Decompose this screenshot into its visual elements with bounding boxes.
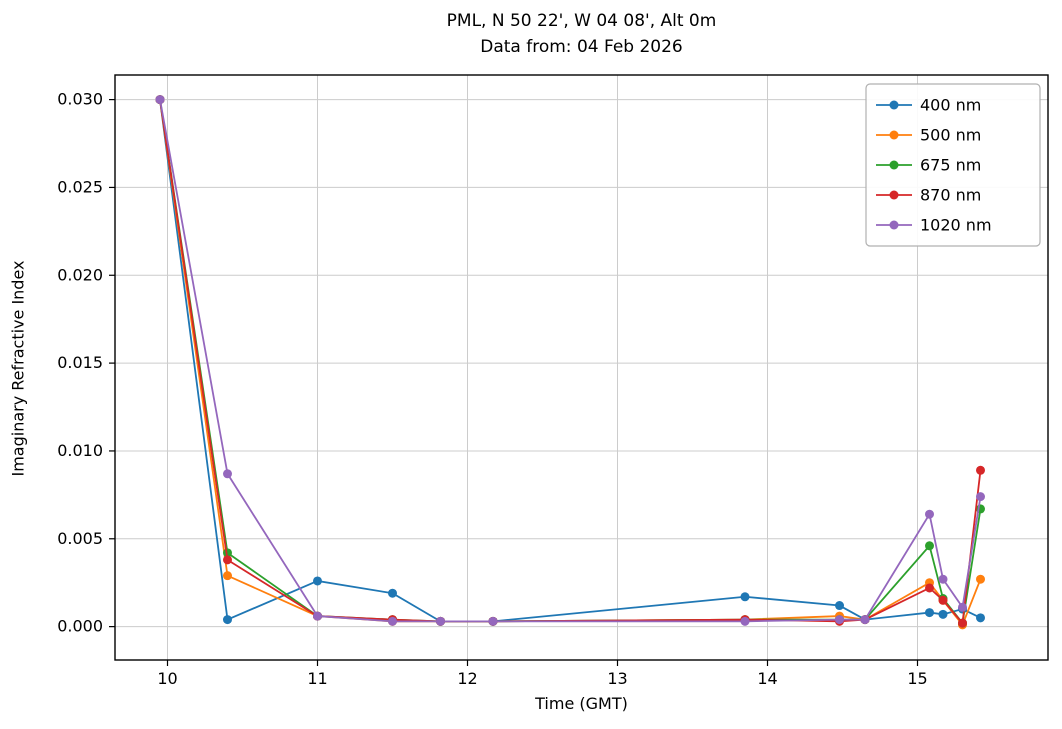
x-tick-label: 10	[157, 669, 177, 688]
x-tick-label: 15	[907, 669, 927, 688]
data-point-400-nm	[223, 615, 232, 625]
series-line-675-nm	[159, 99, 982, 626]
legend-item-label: 1020 nm	[920, 216, 992, 235]
legend-box	[865, 83, 1041, 247]
chart-subtitle: Data from: 04 Feb 2026	[480, 37, 683, 58]
chart-title: PML, N 50 22', W 04 08', Alt 0m	[446, 11, 717, 31]
data-point-500-nm	[223, 571, 232, 581]
plot-border	[114, 74, 1049, 661]
legend-marker-sample	[889, 160, 899, 170]
legend-marker-sample	[889, 190, 899, 200]
data-point-400-nm	[925, 608, 934, 618]
data-point-500-nm	[976, 574, 985, 584]
data-point-1020-nm	[223, 469, 232, 479]
data-point-400-nm	[938, 609, 948, 619]
y-tick-label: 0.025	[57, 177, 103, 196]
x-tick-label: 14	[757, 669, 777, 688]
series-line-400-nm	[159, 99, 981, 623]
data-point-1020-nm	[488, 616, 498, 626]
series-line-870-nm	[159, 99, 982, 626]
x-tick-label: 11	[307, 669, 327, 688]
data-point-1020-nm	[958, 602, 967, 612]
y-axis-label: Imaginary Refractive Index	[8, 260, 28, 477]
y-tick-label: 0.005	[57, 529, 103, 548]
data-point-400-nm	[976, 613, 985, 623]
data-point-675-nm	[925, 541, 934, 551]
data-point-1020-nm	[938, 574, 948, 584]
data-point-1020-nm	[155, 95, 165, 105]
data-point-400-nm	[388, 588, 397, 598]
data-point-870-nm	[976, 465, 985, 475]
y-tick-label: 0.000	[57, 617, 103, 636]
x-tick-label: 13	[607, 669, 627, 688]
data-point-870-nm	[958, 618, 967, 628]
y-tick-label: 0.010	[57, 441, 103, 460]
data-point-870-nm	[223, 555, 232, 565]
chart-title-block: PML, N 50 22', W 04 08', Alt 0m Data fro…	[115, 8, 1048, 61]
legend-item-label: 675 nm	[920, 156, 981, 175]
data-point-1020-nm	[740, 616, 750, 626]
data-point-400-nm	[313, 576, 322, 586]
legend-marker-sample	[889, 220, 899, 230]
data-point-400-nm	[740, 592, 750, 602]
legend-marker-sample	[889, 100, 899, 110]
x-axis-label: Time (GMT)	[535, 694, 628, 713]
data-point-1020-nm	[835, 615, 844, 625]
series-line-500-nm	[159, 99, 982, 627]
data-point-1020-nm	[976, 492, 985, 502]
data-point-400-nm	[835, 601, 844, 611]
y-tick-label: 0.020	[57, 265, 103, 284]
data-point-1020-nm	[388, 616, 397, 626]
legend-item-label: 870 nm	[920, 186, 981, 205]
data-point-1020-nm	[925, 509, 934, 519]
legend-item-label: 500 nm	[920, 126, 981, 145]
x-tick-label: 12	[457, 669, 477, 688]
data-point-870-nm	[938, 595, 948, 605]
data-point-870-nm	[925, 583, 934, 593]
y-tick-label: 0.015	[57, 353, 103, 372]
series-line-1020-nm	[159, 99, 982, 623]
data-point-1020-nm	[860, 615, 870, 625]
data-point-1020-nm	[436, 616, 445, 626]
data-point-1020-nm	[313, 611, 322, 621]
legend-item-label: 400 nm	[920, 96, 981, 115]
legend-marker-sample	[889, 130, 899, 140]
y-tick-label: 0.030	[57, 90, 103, 109]
